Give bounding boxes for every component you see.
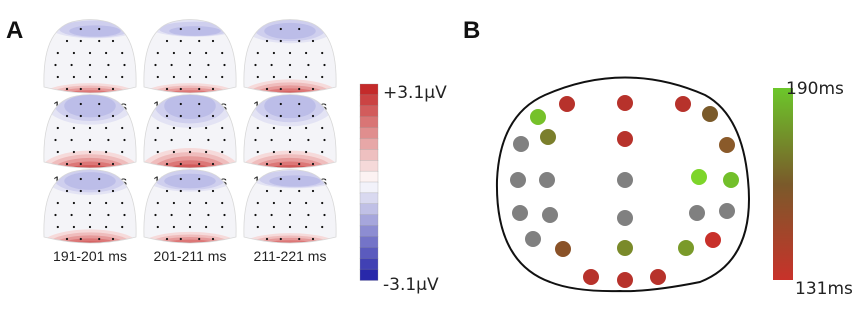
colorbar-step — [359, 138, 379, 150]
electrode-e5 — [702, 106, 718, 122]
colorbar-step — [359, 149, 379, 161]
panel-a-label: A — [6, 17, 23, 44]
topomap-electrodes — [54, 27, 126, 91]
topomap-grid: 131-141 ms141-151 ms151-161 ms161-171 ms… — [43, 19, 337, 264]
electrode-e19 — [719, 203, 735, 219]
topomap-electrodes — [254, 27, 326, 91]
colorbar-step — [359, 258, 379, 270]
latency-top-label: 190ms — [786, 79, 844, 99]
topomap: 191-201 ms — [43, 169, 137, 264]
electrode-layout — [510, 95, 739, 288]
colorbar-step — [359, 247, 379, 259]
colorbar-step — [359, 116, 379, 129]
colorbar-step — [359, 225, 379, 238]
topomap-electrodes — [254, 177, 326, 241]
electrode-e23 — [678, 240, 694, 256]
electrode-e18 — [689, 205, 705, 221]
colorbar-step — [359, 105, 379, 118]
colorbar-max-label: +3.1μV — [383, 83, 447, 103]
colorbar-step — [359, 236, 379, 248]
colorbar-step — [359, 203, 379, 216]
colorbar-step — [359, 268, 379, 281]
latency-bottom-label: 131ms — [795, 279, 853, 299]
electrode-e9 — [719, 137, 735, 153]
electrode-e27 — [650, 269, 666, 285]
colorbar-step — [359, 83, 379, 96]
electrode-e17 — [617, 210, 633, 226]
electrode-e15 — [512, 205, 528, 221]
electrode-e2 — [617, 95, 633, 111]
colorbar-step — [359, 160, 379, 172]
colorbar-step — [359, 170, 379, 183]
amplitude-colorbar — [359, 83, 379, 281]
panel-b-label: B — [463, 17, 480, 44]
electrode-e16 — [542, 207, 558, 223]
colorbar-step — [359, 181, 379, 194]
colorbar-step — [359, 94, 379, 107]
electrode-e10 — [510, 172, 526, 188]
topomap-electrodes — [54, 102, 126, 166]
topomap-caption: 211-221 ms — [254, 248, 327, 264]
electrode-e14 — [723, 172, 739, 188]
topomap-electrodes — [154, 177, 226, 241]
topomap-electrodes — [154, 102, 226, 166]
electrode-e8 — [513, 136, 529, 152]
latency-colorbar — [773, 88, 793, 280]
electrode-e4 — [530, 109, 546, 125]
electrode-e3 — [675, 96, 691, 112]
topomap-caption: 201-211 ms — [154, 248, 227, 264]
colorbar-step — [359, 127, 379, 140]
electrode-e26 — [617, 272, 633, 288]
electrode-e25 — [583, 269, 599, 285]
topomap-electrodes — [254, 102, 326, 166]
electrode-e11 — [539, 172, 555, 188]
electrode-e22 — [617, 240, 633, 256]
electrode-e13 — [691, 169, 707, 185]
colorbar-step — [359, 214, 379, 227]
electrode-e12 — [617, 172, 633, 188]
electrode-e6 — [617, 131, 633, 147]
topomap-caption: 191-201 ms — [53, 248, 127, 264]
topomap: 181-191 ms — [243, 94, 337, 189]
head-outline — [495, 76, 750, 293]
electrode-e21 — [555, 241, 571, 257]
electrode-e7 — [540, 129, 556, 145]
electrode-e20 — [525, 231, 541, 247]
electrode-e1 — [559, 96, 575, 112]
electrode-e24 — [705, 232, 721, 248]
topomap: 211-221 ms — [243, 169, 337, 264]
topomap-electrodes — [54, 177, 126, 241]
topomap-electrodes — [154, 27, 226, 91]
colorbar-min-label: -3.1μV — [383, 275, 439, 295]
colorbar-step — [359, 192, 379, 205]
